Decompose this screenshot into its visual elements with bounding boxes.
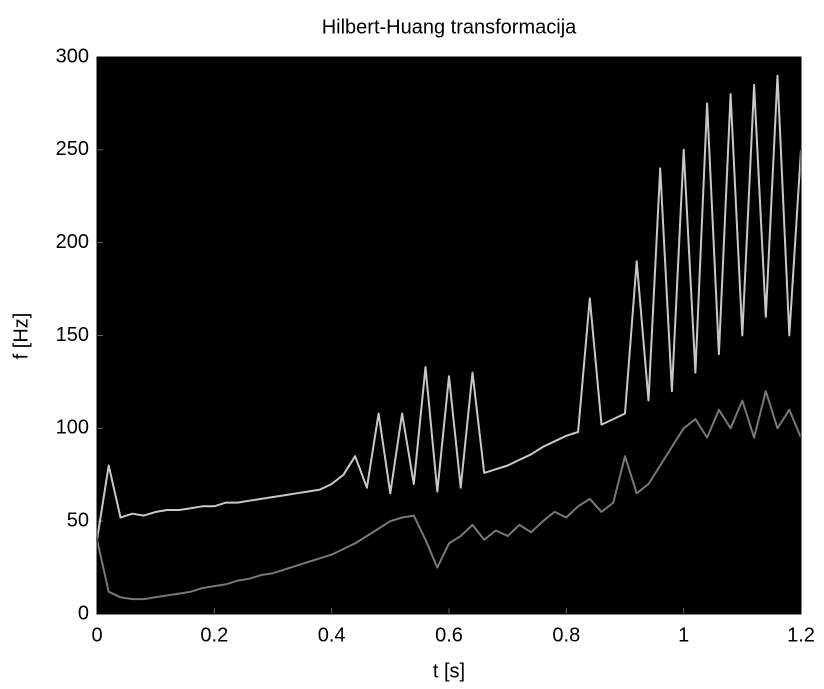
y-tick-label: 150	[56, 324, 89, 346]
x-tick-label: 0.2	[200, 624, 228, 646]
x-tick-label: 1	[678, 624, 689, 646]
x-tick-label: 1.2	[787, 624, 815, 646]
x-axis-label: t [s]	[433, 660, 465, 682]
y-tick-label: 300	[56, 45, 89, 67]
y-tick-label: 100	[56, 417, 89, 439]
y-tick-label: 0	[78, 602, 89, 624]
y-tick-label: 50	[67, 509, 89, 531]
y-tick-label: 200	[56, 231, 89, 253]
plot-area	[97, 57, 801, 614]
x-tick-label: 0.4	[318, 624, 346, 646]
chart-title: Hilbert-Huang transformacija	[322, 16, 577, 38]
line-series	[96, 74, 802, 540]
x-tick-label: 0.6	[435, 624, 463, 646]
plot-frame	[96, 56, 802, 615]
x-tick-label: 0.8	[552, 624, 580, 646]
x-tick-label: 0	[91, 624, 102, 646]
y-tick-label: 250	[56, 138, 89, 160]
line-series	[96, 390, 802, 601]
y-axis-label: f [Hz]	[10, 313, 32, 360]
